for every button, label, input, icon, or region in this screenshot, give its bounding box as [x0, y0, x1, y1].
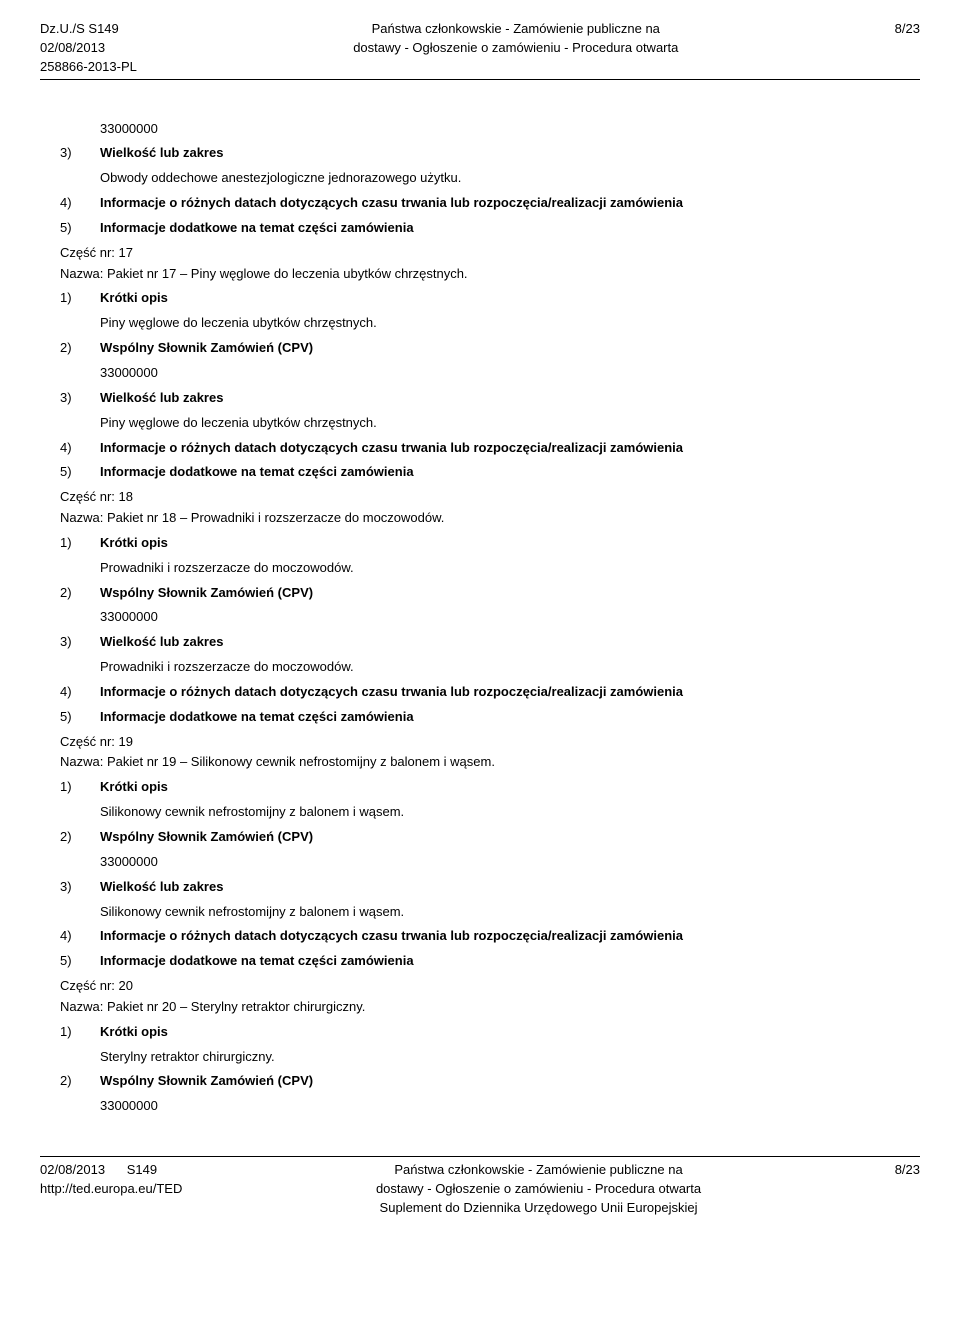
short-desc-heading: Krótki opis [100, 778, 920, 797]
short-desc-heading: Krótki opis [100, 1023, 920, 1042]
part-desc: Piny węglowe do leczenia ubytków chrzęst… [100, 314, 920, 333]
item-number: 3) [60, 878, 100, 897]
extra-heading: Informacje dodatkowe na temat części zam… [100, 463, 920, 482]
part-desc: Piny węglowe do leczenia ubytków chrzęst… [100, 414, 920, 433]
header-page: 8/23 [895, 20, 920, 39]
extra-heading: Informacje dodatkowe na temat części zam… [100, 708, 920, 727]
footer-center-line1: Państwa członkowskie - Zamówienie public… [376, 1161, 701, 1180]
footer-center-line2: dostawy - Ogłoszenie o zamówieniu - Proc… [376, 1180, 701, 1199]
short-desc-heading: Krótki opis [100, 534, 920, 553]
item-number: 2) [60, 828, 100, 847]
dates-heading: Informacje o różnych datach dotyczących … [100, 683, 920, 702]
part-title: Nazwa: Pakiet nr 19 – Silikonowy cewnik … [60, 753, 920, 772]
cpv-code: 33000000 [100, 1097, 920, 1116]
dates-heading: Informacje o różnych datach dotyczących … [100, 927, 920, 946]
part-desc: Silikonowy cewnik nefrostomijny z balone… [100, 803, 920, 822]
footer-left: 02/08/2013 S149 http://ted.europa.eu/TED [40, 1161, 182, 1218]
part-desc: Silikonowy cewnik nefrostomijny z balone… [100, 903, 920, 922]
item-number: 3) [60, 633, 100, 652]
item-number: 5) [60, 219, 100, 238]
item-number: 1) [60, 534, 100, 553]
footer-page: 8/23 [895, 1161, 920, 1180]
item-number: 4) [60, 439, 100, 458]
part-desc: Prowadniki i rozszerzacze do moczowodów. [100, 658, 920, 677]
page-header: Dz.U./S S149 02/08/2013 258866-2013-PL P… [40, 20, 920, 80]
header-docid: 258866-2013-PL [40, 58, 137, 77]
page-footer: 02/08/2013 S149 http://ted.europa.eu/TED… [40, 1156, 920, 1218]
header-center: Państwa członkowskie - Zamówienie public… [353, 20, 678, 77]
item-number: 2) [60, 584, 100, 603]
item-number: 3) [60, 389, 100, 408]
item-number: 4) [60, 683, 100, 702]
cpv-heading: Wspólny Słownik Zamówień (CPV) [100, 828, 920, 847]
dates-heading: Informacje o różnych datach dotyczących … [100, 439, 920, 458]
item-number: 2) [60, 339, 100, 358]
part-desc: Sterylny retraktor chirurgiczny. [100, 1048, 920, 1067]
part-number: Część nr: 20 [60, 977, 920, 996]
dates-heading: Informacje o różnych datach dotyczących … [100, 194, 920, 213]
part-number: Część nr: 19 [60, 733, 920, 752]
item-number: 4) [60, 927, 100, 946]
short-desc-heading: Krótki opis [100, 289, 920, 308]
footer-center-line3: Suplement do Dziennika Urzędowego Unii E… [376, 1199, 701, 1218]
item-number: 1) [60, 778, 100, 797]
item-number: 1) [60, 1023, 100, 1042]
size-heading: Wielkość lub zakres [100, 389, 920, 408]
size-heading: Wielkość lub zakres [100, 878, 920, 897]
part-desc: Prowadniki i rozszerzacze do moczowodów. [100, 559, 920, 578]
document-body: 33000000 3) Wielkość lub zakres Obwody o… [40, 120, 920, 1117]
footer-s: S149 [127, 1162, 157, 1177]
header-center-line1: Państwa członkowskie - Zamówienie public… [353, 20, 678, 39]
size-heading: Wielkość lub zakres [100, 144, 920, 163]
cpv-heading: Wspólny Słownik Zamówień (CPV) [100, 1072, 920, 1091]
preamble-desc: Obwody oddechowe anestezjologiczne jedno… [100, 169, 920, 188]
item-number: 5) [60, 463, 100, 482]
part-title: Nazwa: Pakiet nr 17 – Piny węglowe do le… [60, 265, 920, 284]
footer-date-row: 02/08/2013 S149 [40, 1161, 182, 1180]
footer-center: Państwa członkowskie - Zamówienie public… [376, 1161, 701, 1218]
cpv-heading: Wspólny Słownik Zamówień (CPV) [100, 339, 920, 358]
footer-right: 8/23 [895, 1161, 920, 1218]
header-date: 02/08/2013 [40, 39, 137, 58]
header-ref: Dz.U./S S149 [40, 20, 137, 39]
item-number: 2) [60, 1072, 100, 1091]
header-right: 8/23 [895, 20, 920, 77]
cpv-heading: Wspólny Słownik Zamówień (CPV) [100, 584, 920, 603]
part-number: Część nr: 18 [60, 488, 920, 507]
footer-date: 02/08/2013 [40, 1162, 105, 1177]
item-number: 5) [60, 708, 100, 727]
item-number: 5) [60, 952, 100, 971]
header-left: Dz.U./S S149 02/08/2013 258866-2013-PL [40, 20, 137, 77]
extra-heading: Informacje dodatkowe na temat części zam… [100, 952, 920, 971]
footer-url: http://ted.europa.eu/TED [40, 1180, 182, 1199]
item-number: 3) [60, 144, 100, 163]
cpv-code: 33000000 [100, 364, 920, 383]
part-title: Nazwa: Pakiet nr 20 – Sterylny retraktor… [60, 998, 920, 1017]
part-title: Nazwa: Pakiet nr 18 – Prowadniki i rozsz… [60, 509, 920, 528]
item-number: 4) [60, 194, 100, 213]
part-number: Część nr: 17 [60, 244, 920, 263]
size-heading: Wielkość lub zakres [100, 633, 920, 652]
header-center-line2: dostawy - Ogłoszenie o zamówieniu - Proc… [353, 39, 678, 58]
cpv-code: 33000000 [100, 853, 920, 872]
extra-heading: Informacje dodatkowe na temat części zam… [100, 219, 920, 238]
cpv-code: 33000000 [100, 608, 920, 627]
cpv-code: 33000000 [100, 120, 920, 139]
item-number: 1) [60, 289, 100, 308]
